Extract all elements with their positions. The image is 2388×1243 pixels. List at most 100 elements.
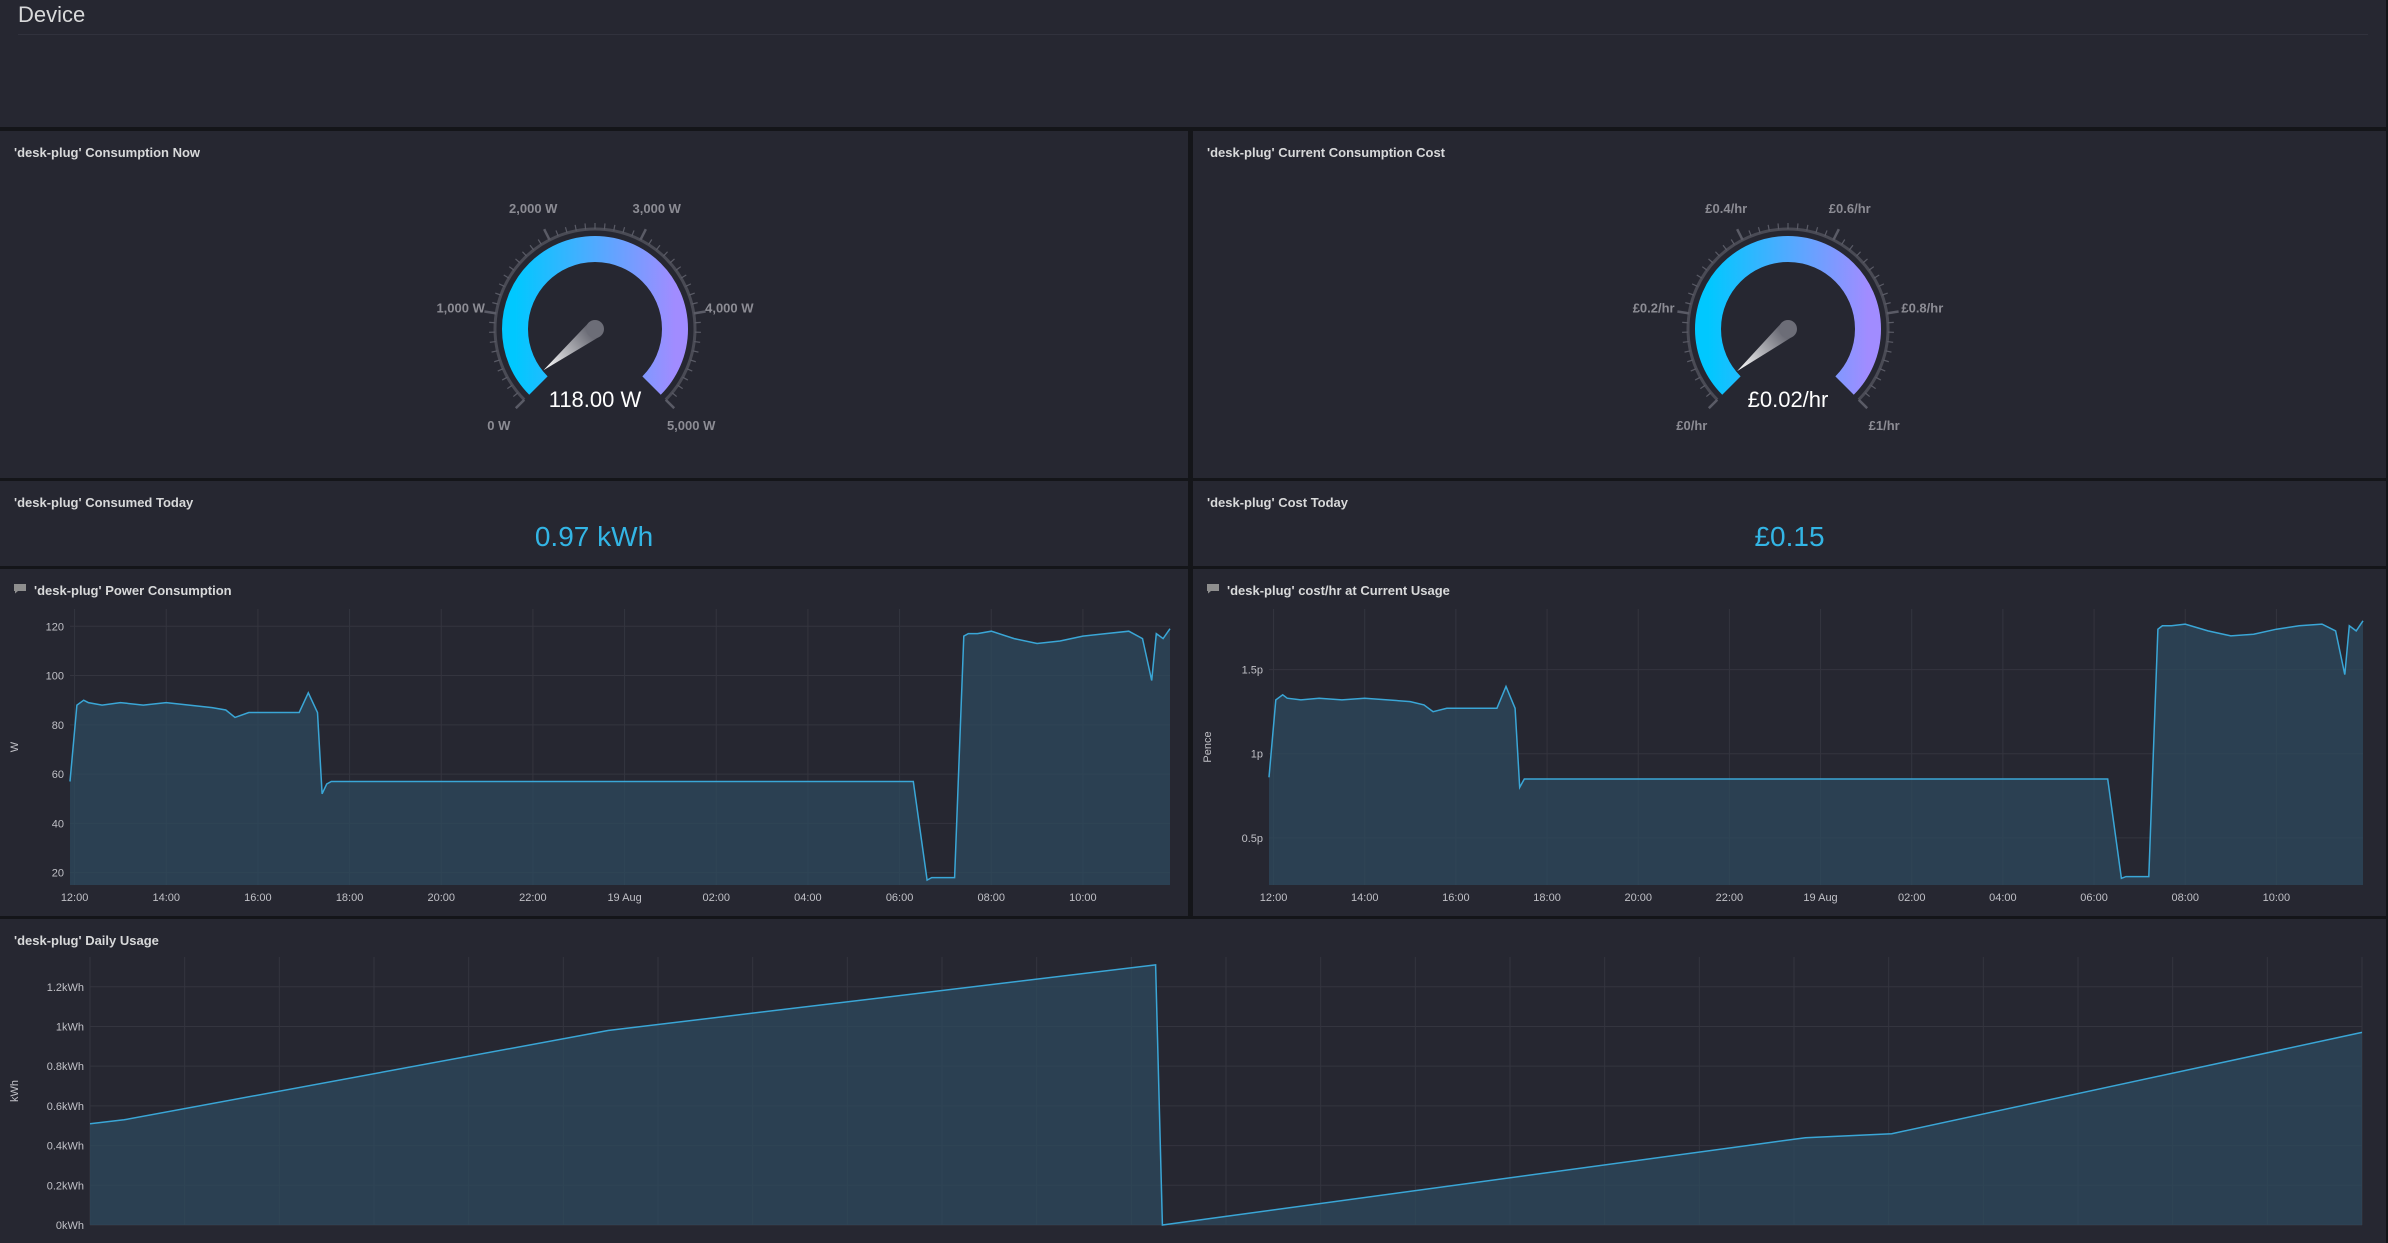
gauge-minor-tick xyxy=(1748,230,1752,237)
series-area xyxy=(70,628,1170,885)
gauge-value: 118.00 W xyxy=(549,387,642,412)
x-tick-label: 14:00 xyxy=(1351,892,1379,904)
gauge-tick-label: 3,000 W xyxy=(633,201,682,216)
y-tick-label: 0.2kWh xyxy=(47,1180,84,1192)
gauge-minor-tick xyxy=(1715,251,1720,257)
gauge-tick-label: 5,000 W xyxy=(667,418,716,433)
panel-title[interactable]: 'desk-plug' Consumed Today xyxy=(14,495,194,510)
x-tick-label: 19 Aug xyxy=(1803,892,1837,904)
gauge-tick-label: 1,000 W xyxy=(436,301,485,316)
x-tick-label: 04:00 xyxy=(794,892,822,904)
gauge-minor-tick xyxy=(1841,239,1846,245)
gauge-value: £0.02/hr xyxy=(1748,387,1829,412)
x-tick-label: 16:00 xyxy=(244,892,272,904)
gauge-tick-label: £0/hr xyxy=(1676,418,1707,433)
gauge-needle xyxy=(543,321,601,371)
panel-title[interactable]: 'desk-plug' Power Consumption xyxy=(34,583,232,598)
gauge-minor-tick xyxy=(489,340,496,343)
gauge-minor-tick xyxy=(492,302,499,305)
gauge-minor-tick xyxy=(1806,224,1809,231)
power-consumption-graph: 20 40 60 80 100 120 12:00 14:00 16:00 18:00 20:00 2… xyxy=(9,609,1171,904)
gauge-minor-tick xyxy=(506,384,513,390)
panel-title[interactable]: 'desk-plug' Current Consumption Cost xyxy=(1207,145,1446,160)
gauge-minor-tick xyxy=(1796,223,1799,230)
gauge-minor-tick xyxy=(622,227,626,234)
y-tick-label: 0.6kWh xyxy=(47,1101,84,1113)
comment-icon xyxy=(1207,584,1219,594)
cost-per-hour-graph: 0.5p 1p 1.5p 12:00 14:00 16:00 18:00 20:00 22:00… xyxy=(1202,609,2364,904)
gauge-minor-tick xyxy=(694,340,701,343)
y-tick-label: 1.5p xyxy=(1242,665,1263,677)
gauge-minor-tick xyxy=(1685,302,1692,305)
gauge-tick-label: 4,000 W xyxy=(705,301,754,316)
panel-daily-usage: 'desk-plug' Daily Usage 0kWh 0.2kWh 0.4kWh… xyxy=(0,919,2386,1243)
gauge-tick-label: 0 W xyxy=(487,418,511,433)
series-line xyxy=(89,964,2363,1226)
gauge-minor-tick xyxy=(564,227,568,234)
x-tick-label: 18:00 xyxy=(336,892,364,904)
gauge-scale-ring xyxy=(493,227,697,401)
panel-consumed-today: 'desk-plug' Consumed Today 0.97 kWh xyxy=(0,481,1188,566)
panel-cost-today: 'desk-plug' Cost Today £0.15 xyxy=(1193,481,2386,566)
comment-icon xyxy=(14,584,26,594)
gauge-minor-tick xyxy=(692,350,699,353)
gauge-minor-tick xyxy=(515,258,521,264)
gauge-minor-tick xyxy=(663,251,668,257)
gauge-minor-tick xyxy=(537,239,542,245)
gauge-minor-tick xyxy=(1864,392,1871,398)
stat-value: £0.15 xyxy=(1754,521,1825,552)
row-title[interactable]: Device xyxy=(18,2,86,27)
gauge-minor-tick xyxy=(1884,302,1891,305)
gauge-minor-tick xyxy=(1688,292,1695,296)
x-tick-label: 06:00 xyxy=(2080,892,2108,904)
y-tick-label: 1p xyxy=(1251,749,1263,761)
x-tick-label: 12:00 xyxy=(1260,892,1288,904)
x-tick-label: 04:00 xyxy=(1989,892,2017,904)
gauge-minor-tick xyxy=(671,392,678,398)
gauge-major-tick xyxy=(1886,310,1899,315)
panel-title[interactable]: 'desk-plug' Consumption Now xyxy=(14,145,201,160)
panel-title[interactable]: 'desk-plug' Cost Today xyxy=(1207,495,1349,510)
gauge-minor-tick xyxy=(1701,266,1708,271)
gauge-minor-tick xyxy=(677,384,684,390)
gauge-minor-tick xyxy=(685,283,692,287)
gauge-minor-tick xyxy=(495,292,502,296)
x-tick-label: 02:00 xyxy=(702,892,730,904)
gauge-minor-tick xyxy=(501,376,508,381)
x-tick-label: 10:00 xyxy=(1069,892,1097,904)
gauge-minor-tick xyxy=(1694,376,1701,381)
gauge-minor-tick xyxy=(603,223,606,230)
gauge-minor-tick xyxy=(1687,359,1694,363)
x-tick-label: 08:00 xyxy=(2171,892,2199,904)
gauge-minor-tick xyxy=(1690,368,1697,372)
gauge-minor-tick xyxy=(682,376,689,381)
gauge-minor-tick xyxy=(1885,350,1892,353)
gauge-minor-tick xyxy=(1882,359,1889,363)
x-tick-label: 10:00 xyxy=(2263,892,2291,904)
gauge-tick-label: £1/hr xyxy=(1869,418,1900,433)
gauge-minor-tick xyxy=(680,274,687,279)
x-tick-label: 19 Aug xyxy=(607,892,641,904)
gauge-major-tick xyxy=(543,228,551,241)
series-area xyxy=(1269,620,2363,885)
y-tick-label: 0.5p xyxy=(1242,833,1263,845)
x-tick-label: 20:00 xyxy=(427,892,455,904)
panel-consumption-now: 'desk-plug' Consumption Now 0 W 1,000 W 2,… xyxy=(0,131,1188,478)
gauge-minor-tick xyxy=(1705,392,1712,398)
gauge-minor-tick xyxy=(522,251,527,257)
gauge-tick-label: £0.6/hr xyxy=(1829,201,1871,216)
panel-title[interactable]: 'desk-plug' Daily Usage xyxy=(14,933,159,948)
panel-title[interactable]: 'desk-plug' cost/hr at Current Usage xyxy=(1227,583,1450,598)
x-tick-label: 16:00 xyxy=(1442,892,1470,904)
gauge-minor-tick xyxy=(1757,227,1761,234)
gauge-major-tick xyxy=(664,398,676,410)
gauge-minor-tick xyxy=(648,239,653,245)
gauge-minor-tick xyxy=(1767,224,1770,231)
y-tick-label: 0kWh xyxy=(56,1220,84,1232)
y-tick-label: 40 xyxy=(52,818,64,830)
gauge-band xyxy=(1695,236,1881,395)
gauge-minor-tick xyxy=(1682,340,1689,343)
gauge-minor-tick xyxy=(686,368,693,372)
stat-value: 0.97 kWh xyxy=(534,521,654,552)
x-tick-label: 18:00 xyxy=(1533,892,1561,904)
